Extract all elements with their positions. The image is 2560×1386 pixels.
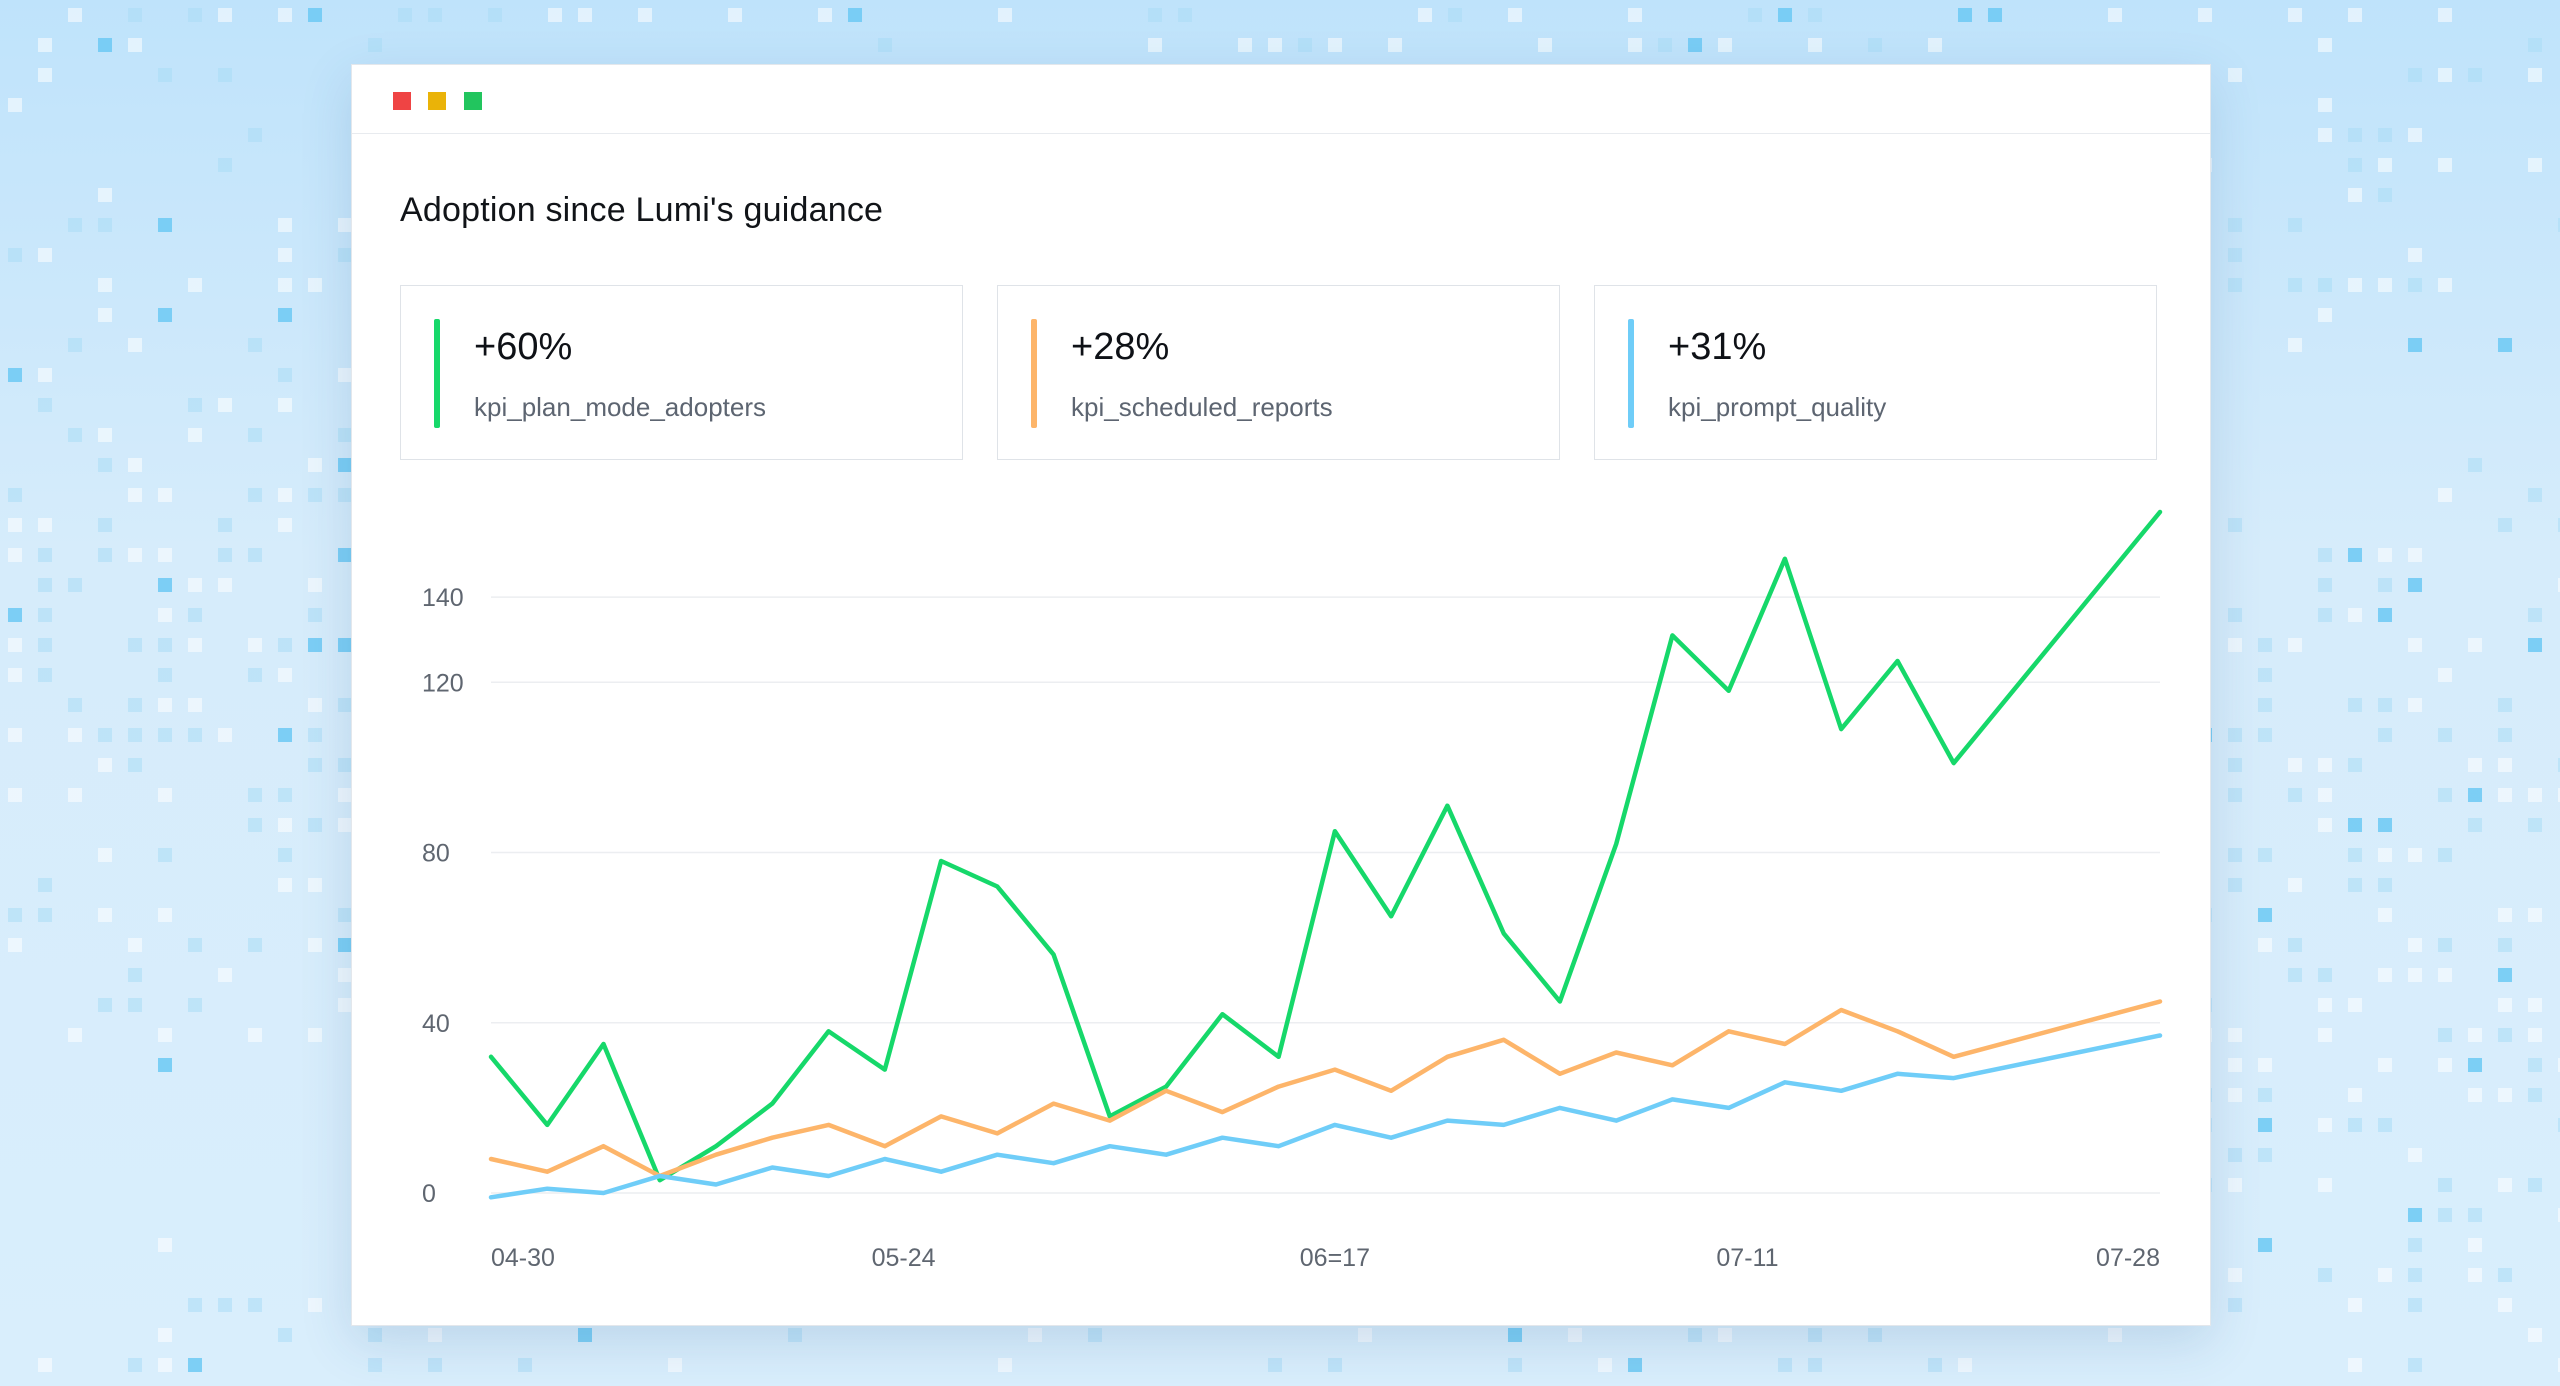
kpi-color-bar: [1031, 319, 1037, 428]
kpi-card-plan-mode-adopters: +60% kpi_plan_mode_adopters: [400, 285, 963, 460]
series-line-kpi-prompt-quality: [488, 1033, 2163, 1200]
x-tick-label: 06=17: [1300, 1244, 1370, 1272]
adoption-line-chart: 0 40 80 120 140 04-30 05-24 06=17 07-11 07-28: [422, 509, 2163, 1272]
x-tick-label: 07-11: [1716, 1244, 1778, 1272]
kpi-value: +28%: [1071, 326, 1170, 368]
dashboard-title: Adoption since Lumi's guidance: [400, 191, 884, 229]
window-minimize-button[interactable]: [428, 92, 446, 110]
kpi-label: kpi_scheduled_reports: [1071, 392, 1333, 422]
x-tick-label: 05-24: [872, 1244, 936, 1272]
y-tick-label: 120: [422, 669, 464, 697]
window-maximize-button[interactable]: [464, 92, 482, 110]
kpi-value: +31%: [1668, 326, 1767, 368]
y-tick-label: 140: [422, 584, 464, 612]
y-tick-label: 80: [422, 840, 450, 868]
kpi-card-prompt-quality: +31% kpi_prompt_quality: [1594, 285, 2157, 460]
x-tick-label: 07-28: [2096, 1244, 2160, 1272]
series-line-kpi-scheduled-reports: [488, 999, 2163, 1179]
kpi-card-scheduled-reports: +28% kpi_scheduled_reports: [997, 285, 1560, 460]
kpi-color-bar: [1628, 319, 1634, 428]
y-tick-label: 40: [422, 1010, 450, 1038]
dashboard-window: Adoption since Lumi's guidance +60% kpi_…: [351, 64, 2211, 1326]
kpi-label: kpi_plan_mode_adopters: [474, 392, 766, 422]
series-line-kpi-plan-mode-adopters: [488, 509, 2163, 1183]
x-tick-label: 04-30: [491, 1244, 555, 1272]
window-close-button[interactable]: [393, 92, 411, 110]
y-tick-label: 0: [422, 1180, 436, 1208]
window-titlebar: [352, 65, 2210, 134]
kpi-color-bar: [434, 319, 440, 428]
kpi-label: kpi_prompt_quality: [1668, 392, 1887, 422]
kpi-value: +60%: [474, 326, 573, 368]
